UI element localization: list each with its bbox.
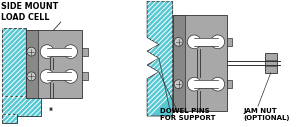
Polygon shape	[2, 96, 41, 116]
Bar	[82, 48, 88, 55]
Circle shape	[188, 77, 201, 91]
Bar	[194, 38, 218, 46]
Circle shape	[27, 47, 36, 56]
Circle shape	[64, 69, 77, 83]
Text: SIDE MOUNT
LOAD CELL: SIDE MOUNT LOAD CELL	[1, 2, 58, 22]
Circle shape	[40, 45, 54, 59]
Bar	[265, 53, 277, 73]
Text: DOWEL PINS
FOR SUPPORT: DOWEL PINS FOR SUPPORT	[160, 108, 215, 121]
Circle shape	[211, 77, 225, 91]
Circle shape	[188, 35, 201, 49]
Circle shape	[64, 45, 77, 59]
Bar	[226, 38, 232, 46]
Circle shape	[174, 37, 183, 46]
Polygon shape	[147, 1, 173, 116]
Bar	[82, 72, 88, 80]
Circle shape	[174, 80, 183, 89]
Polygon shape	[2, 28, 26, 98]
Circle shape	[27, 72, 36, 81]
Polygon shape	[2, 114, 17, 123]
Circle shape	[40, 69, 54, 83]
Bar	[173, 15, 226, 111]
Bar	[226, 80, 232, 88]
Bar	[173, 15, 185, 111]
Bar	[47, 72, 70, 80]
Bar	[26, 30, 38, 98]
Bar	[26, 30, 82, 98]
Circle shape	[211, 35, 225, 49]
Bar	[47, 48, 70, 55]
Text: JAM NUT
(OPTIONAL): JAM NUT (OPTIONAL)	[243, 108, 290, 121]
Bar	[194, 80, 218, 88]
